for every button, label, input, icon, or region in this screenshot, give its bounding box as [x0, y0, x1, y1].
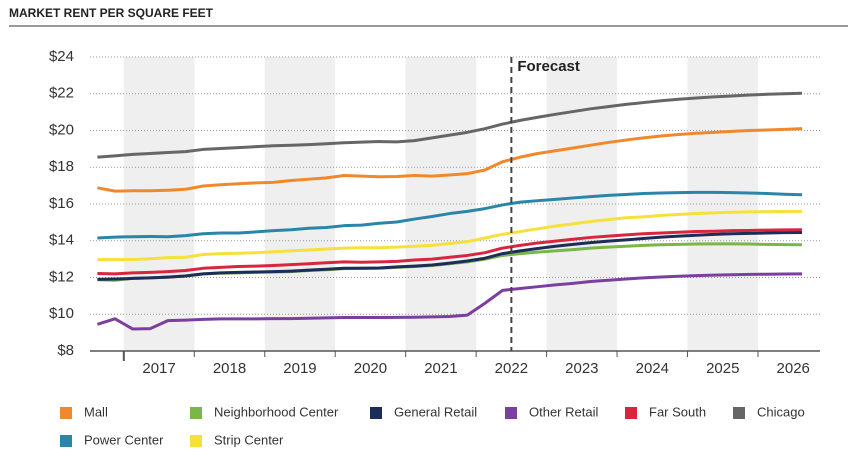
legend-swatch [370, 407, 382, 419]
x-tick-label: 2022 [495, 360, 528, 377]
legend-swatch [505, 407, 517, 419]
y-tick-label: $24 [49, 48, 74, 65]
legend-swatch [625, 407, 637, 419]
legend-label: Power Center [84, 432, 164, 447]
legend-label: Far South [649, 404, 706, 419]
series-line [97, 190, 803, 240]
forecast-label: Forecast [517, 58, 580, 75]
x-tick-label: 2026 [777, 360, 810, 377]
y-tick-label: $12 [49, 268, 74, 285]
legend-swatch [60, 435, 72, 447]
series-line [97, 230, 803, 281]
x-tick-label: 2023 [565, 360, 598, 377]
axes: 2017 2018 2019 2020 2021 2022 2023 2024 2025 2026… [49, 48, 820, 377]
legend-label: Neighborhood Center [214, 404, 339, 419]
legend-swatch [190, 407, 202, 419]
y-tick-label: $14 [49, 232, 74, 249]
x-tick-label: 2020 [354, 360, 387, 377]
legend-swatch [60, 407, 72, 419]
x-tick-label: 2017 [142, 360, 175, 377]
legend: Mall Neighborhood Center General Retail Oth… [60, 404, 805, 447]
legend-label: Strip Center [214, 432, 284, 447]
x-tick-label: 2024 [636, 360, 669, 377]
x-tick-label: 2019 [283, 360, 316, 377]
legend-swatch [733, 407, 745, 419]
series-line [97, 228, 803, 276]
legend-label: General Retail [394, 404, 477, 419]
legend-swatch [190, 435, 202, 447]
y-tick-label: $20 [49, 121, 74, 138]
lines [96, 91, 803, 331]
x-tick-label: 2025 [706, 360, 739, 377]
y-tick-label: $16 [49, 195, 74, 212]
series-line [97, 91, 803, 159]
y-tick-label: $22 [49, 85, 74, 102]
y-tick-label: $10 [49, 305, 74, 322]
y-tick-label: $8 [57, 342, 74, 359]
y-tick-label: $18 [49, 158, 74, 175]
series-line [97, 127, 803, 193]
x-tick-label: 2018 [213, 360, 246, 377]
legend-label: Mall [84, 404, 108, 419]
series-line [97, 209, 803, 262]
x-tick-label: 2021 [424, 360, 457, 377]
series-line [96, 272, 803, 331]
legend-label: Other Retail [529, 404, 598, 419]
legend-label: Chicago [757, 404, 805, 419]
chart-title: MARKET RENT PER SQUARE FEET [9, 6, 214, 20]
